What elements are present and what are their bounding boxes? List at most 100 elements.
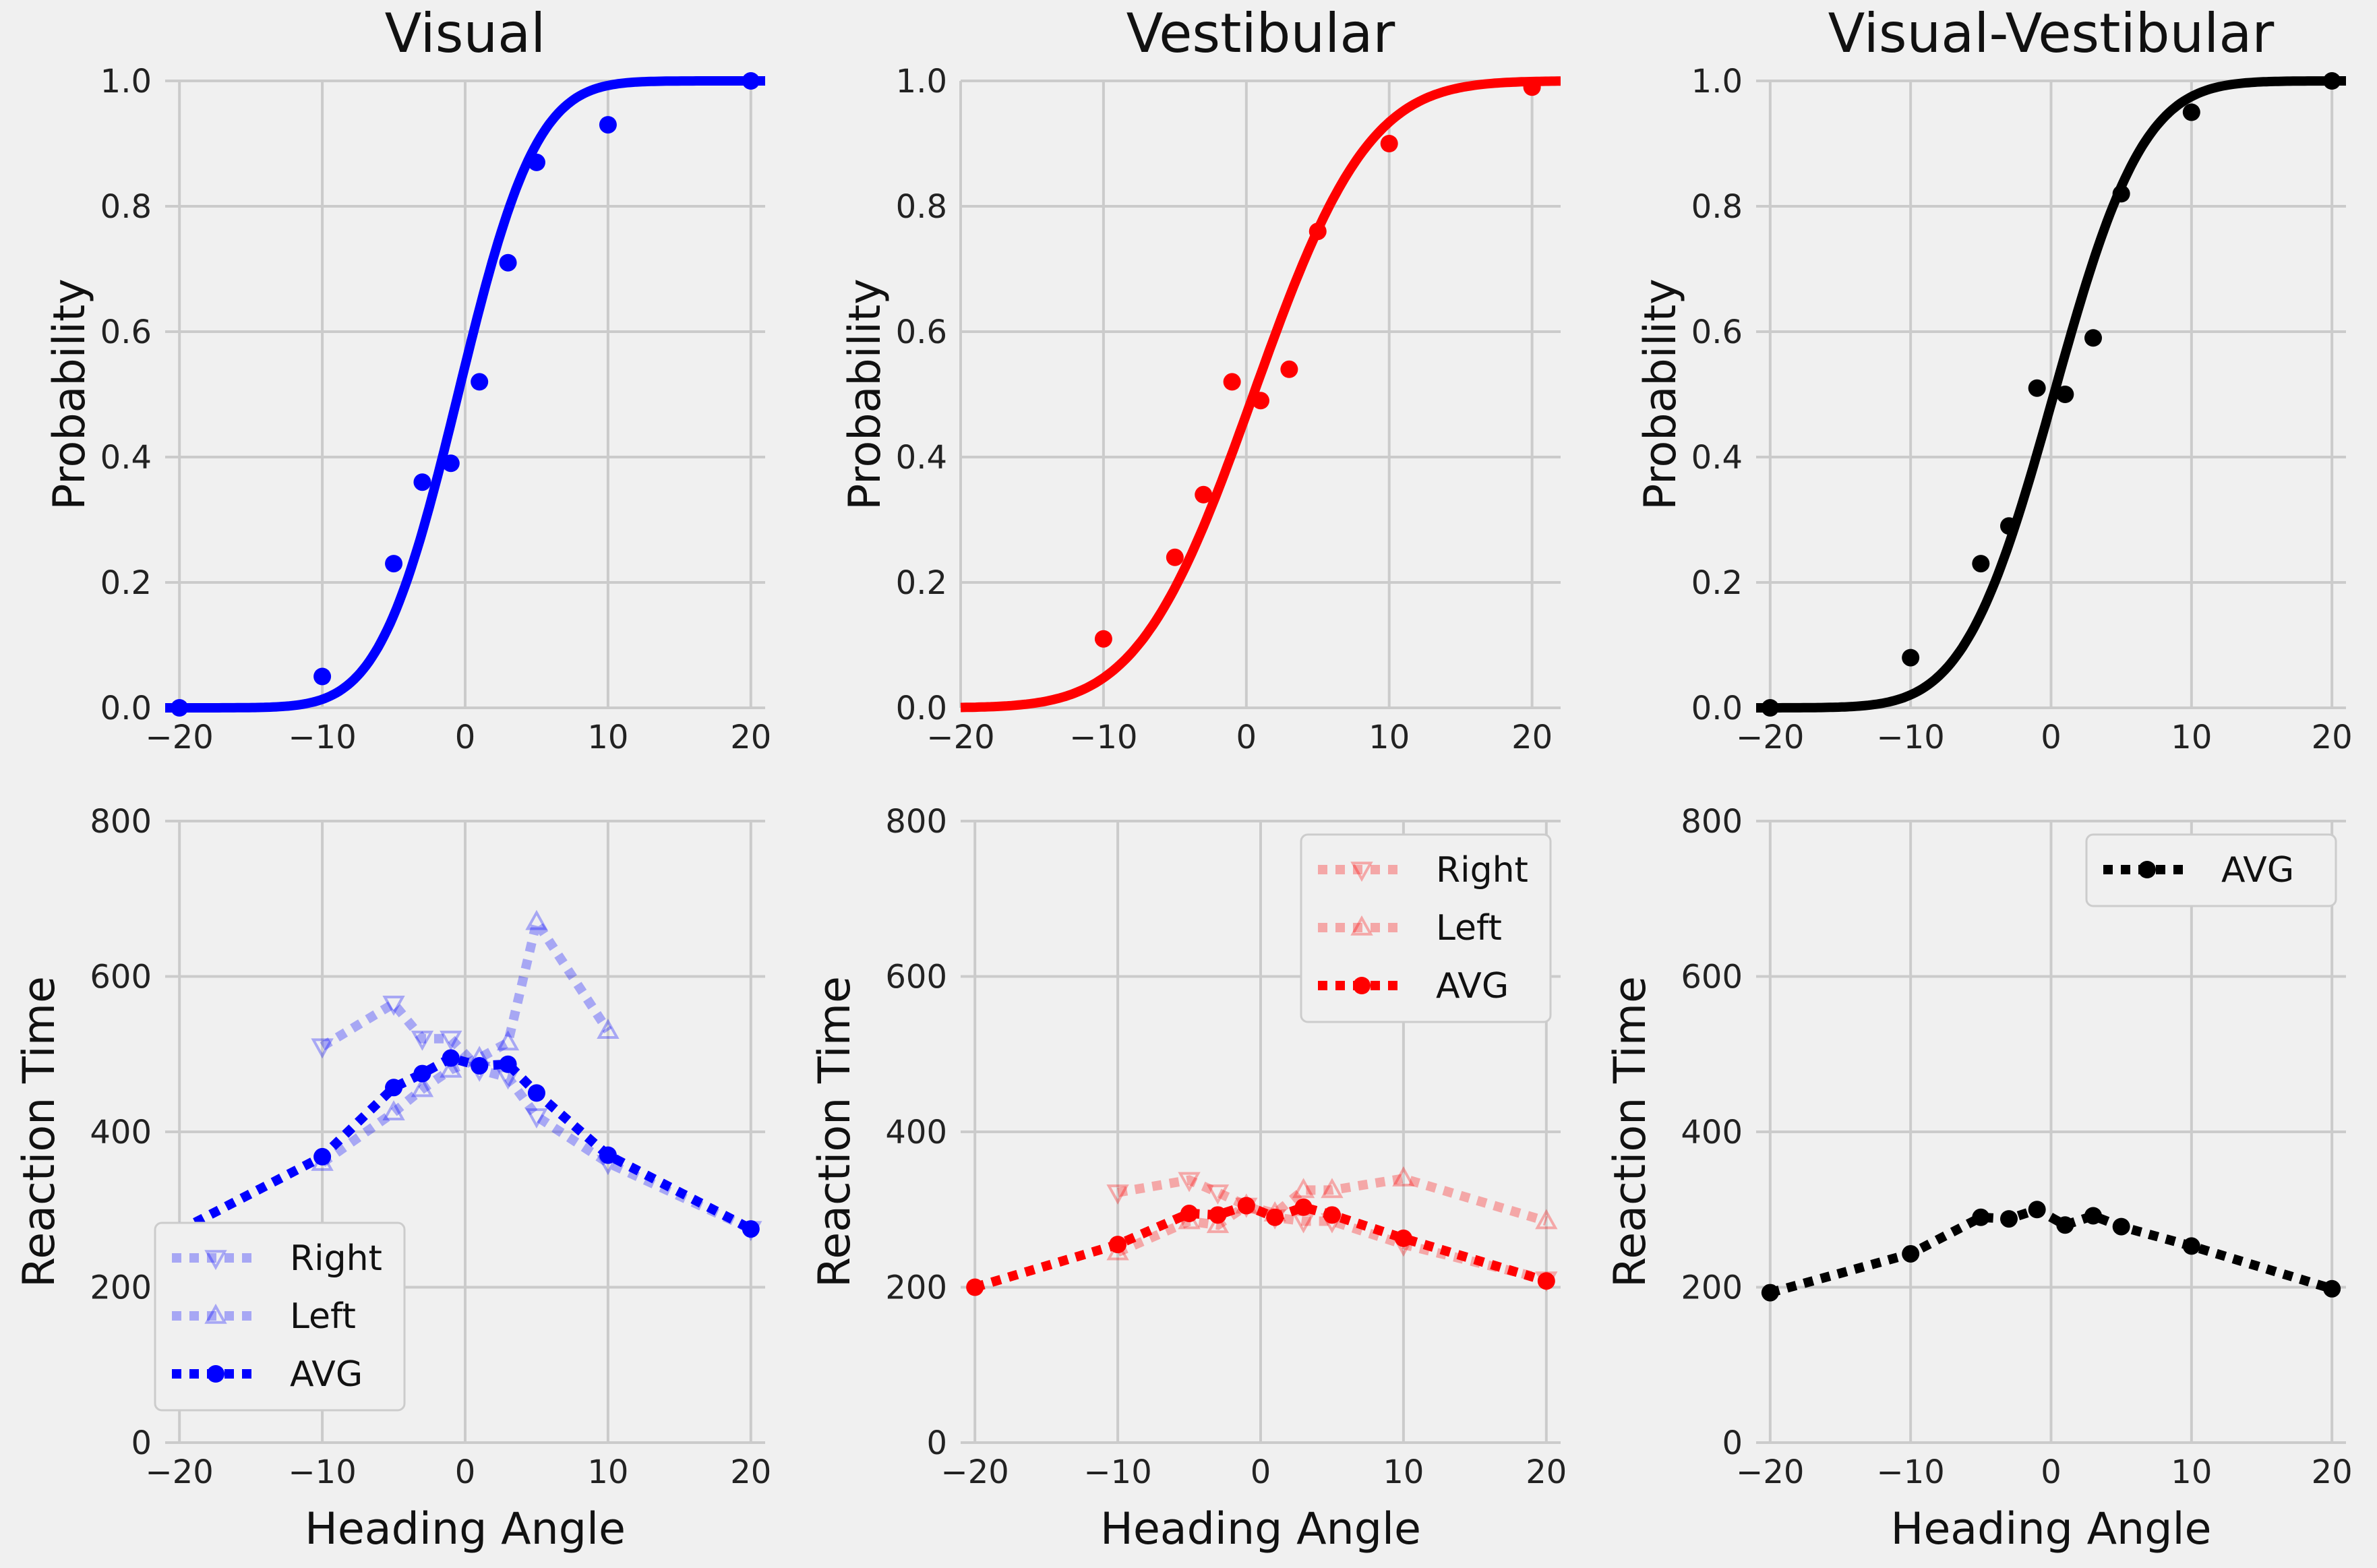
- data-point-right: [1106, 1184, 1129, 1205]
- data-point-avg: [1972, 1208, 1990, 1226]
- y-tick-label: 200: [90, 1269, 152, 1307]
- legend-box: [2085, 833, 2337, 907]
- data-point-avg: [1323, 1206, 1341, 1224]
- x-tick-label: 20: [2312, 719, 2353, 756]
- y-tick-label: 0: [131, 1424, 152, 1462]
- data-point: [1166, 548, 1184, 566]
- y-tick-label: 400: [885, 1114, 947, 1151]
- legend-marker: [207, 1365, 224, 1383]
- x-tick-label: −20: [1736, 719, 1804, 756]
- y-tick-label: 0.0: [100, 690, 152, 727]
- x-tick-label: 10: [2171, 1453, 2212, 1491]
- data-point-right: [1206, 1184, 1230, 1205]
- data-point-left: [1535, 1209, 1558, 1230]
- data-point: [385, 555, 403, 573]
- x-tick-label: 0: [455, 1453, 476, 1491]
- y-tick-label: 400: [1681, 1114, 1743, 1151]
- y-tick-label: 600: [1681, 959, 1743, 996]
- y-tick-label: 200: [885, 1269, 947, 1307]
- fit-curve: [1756, 76, 2346, 713]
- x-tick-label: 10: [1383, 1453, 1424, 1491]
- legend-label: AVG: [1436, 966, 1509, 1006]
- legend-box: [154, 1222, 406, 1412]
- x-tick-label: −20: [1736, 1453, 1804, 1491]
- y-tick-label: 0.8: [100, 188, 152, 226]
- data-point-right: [440, 1030, 462, 1051]
- series-line-avg: [1768, 1204, 2334, 1298]
- legend: Right Left AVG: [1300, 833, 1552, 1023]
- data-point-avg: [313, 1147, 332, 1166]
- data-point-avg: [599, 1146, 617, 1164]
- y-tick-label: 0.4: [1691, 439, 1743, 477]
- data-point: [1380, 135, 1398, 152]
- data-point: [1308, 222, 1327, 241]
- data-point: [527, 153, 545, 171]
- x-tick-label: 10: [1368, 719, 1410, 756]
- legend-marker: [204, 1250, 227, 1271]
- data-point-avg: [1109, 1236, 1127, 1254]
- data-point-avg: [471, 1057, 489, 1075]
- data-point-right: [411, 1030, 434, 1051]
- x-tick-label: 10: [587, 719, 628, 756]
- y-tick-label: 400: [90, 1114, 152, 1151]
- x-tick-label: 0: [1251, 1453, 1271, 1491]
- data-point: [313, 667, 332, 686]
- x-tick-label: 10: [587, 1453, 628, 1491]
- y-tick-label: 200: [1681, 1269, 1743, 1307]
- y-tick-label: 0.6: [896, 313, 947, 351]
- chart-panel-2: −20 −10 0 10 20 0.0 0.2 0.4 0.6 0.8 1.0 Vestibular P…: [840, 2, 1561, 756]
- data-point-left: [1292, 1178, 1315, 1199]
- data-point: [1761, 699, 1779, 717]
- y-tick-label: 1.0: [896, 63, 947, 100]
- x-axis-label: Heading Angle: [1100, 1504, 1421, 1555]
- data-point: [2323, 72, 2341, 90]
- data-point-avg: [1237, 1197, 1255, 1215]
- data-point-avg: [2182, 1237, 2200, 1255]
- chart-title: Visual-Vestibular: [1828, 2, 2275, 65]
- data-point: [599, 116, 617, 134]
- y-tick-label: 0: [1722, 1424, 1743, 1462]
- x-tick-label: −10: [1877, 1453, 1945, 1491]
- y-axis-label: Reaction Time: [1605, 976, 1656, 1288]
- data-point-right: [382, 996, 405, 1016]
- x-tick-label: 0: [2041, 719, 2062, 756]
- x-tick-label: 20: [1511, 719, 1553, 756]
- data-point-avg: [2323, 1279, 2341, 1298]
- x-tick-label: −20: [941, 1453, 1009, 1491]
- x-tick-label: 0: [2041, 1453, 2062, 1491]
- series-line-avg: [177, 1053, 754, 1235]
- x-axis-label: Heading Angle: [1890, 1504, 2211, 1555]
- y-tick-label: 0.2: [1691, 564, 1743, 602]
- data-point-avg: [1902, 1244, 1920, 1263]
- data-point-avg: [385, 1079, 403, 1097]
- data-point: [471, 373, 489, 391]
- data-point: [2028, 379, 2046, 397]
- x-axis-label: Heading Angle: [305, 1504, 626, 1555]
- y-tick-label: 800: [885, 803, 947, 841]
- fit-curve: [165, 76, 765, 713]
- legend-label: AVG: [290, 1354, 363, 1395]
- data-point-avg: [1180, 1205, 1199, 1223]
- data-point-left: [382, 1100, 405, 1120]
- legend-marker: [204, 1303, 227, 1324]
- data-point-left: [440, 1057, 462, 1078]
- data-point-avg: [2112, 1217, 2130, 1236]
- data-point-avg: [2056, 1216, 2074, 1234]
- data-point: [2000, 517, 2018, 535]
- y-tick-label: 0.2: [100, 564, 152, 602]
- data-point-avg: [966, 1278, 984, 1296]
- x-tick-label: −20: [146, 719, 214, 756]
- data-point-avg: [1761, 1284, 1779, 1302]
- data-point: [2112, 185, 2130, 203]
- legend-marker: [1350, 862, 1373, 882]
- legend: Right Left AVG: [154, 1222, 406, 1412]
- series-line-avg: [973, 1201, 1548, 1292]
- chart-panel-3: −20 −10 0 10 20 0.0 0.2 0.4 0.6 0.8 1.0 Visual-Vest…: [1635, 2, 2353, 756]
- y-axis-label: Reaction Time: [14, 976, 65, 1288]
- y-tick-label: 0.8: [1691, 188, 1743, 226]
- x-tick-label: −10: [1083, 1453, 1151, 1491]
- data-point-avg: [2028, 1201, 2046, 1219]
